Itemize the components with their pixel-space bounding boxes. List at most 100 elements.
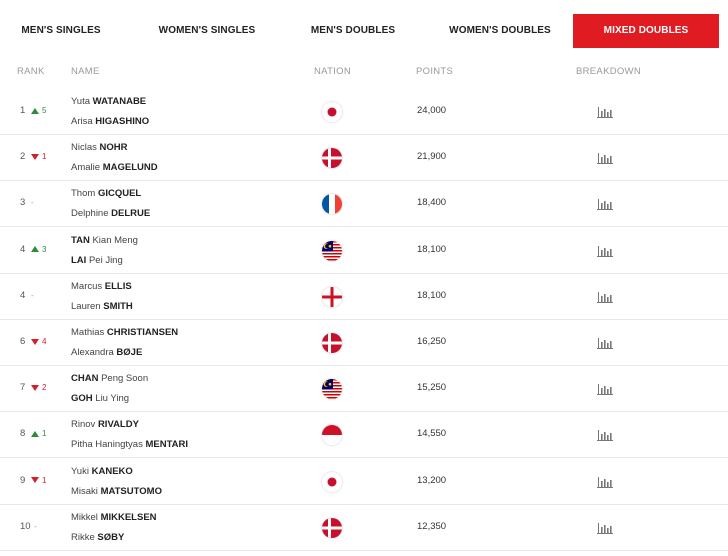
table-row: 8 1 Rinov RIVALDY Pitha Haningtyas MENTARI 1… [0, 412, 728, 459]
table-row: 6 4 Mathias CHRISTIANSEN Alexandra BØJE 16,2… [0, 320, 728, 366]
rank-change-value: 4 [42, 337, 47, 346]
rank-change: 5 [31, 106, 46, 115]
rank-number: 2 [20, 151, 26, 163]
player-name: Amalie MAGELUND [71, 162, 158, 174]
rank-up-icon [31, 246, 39, 253]
table-row: 3- Thom GICQUEL Delphine DELRUE 18,400 [0, 181, 728, 228]
rank-change-value: - [31, 198, 34, 208]
rank-change-value: 1 [42, 152, 47, 162]
header-breakdown: BREAKDOWN [576, 66, 641, 77]
malaysia-flag-icon [322, 240, 342, 261]
rank-change: 1 [31, 152, 46, 161]
breakdown-chart-icon[interactable] [597, 290, 613, 303]
breakdown-chart-icon[interactable] [597, 244, 613, 257]
player-name: Rikke SØBY [71, 531, 125, 543]
header-points: POINTS [416, 66, 454, 77]
denmark-flag-icon [322, 333, 342, 353]
rank-change-value: - [34, 521, 37, 531]
table-row: 4 3 TAN Kian Meng LAI Pei Jing 18,100 [0, 228, 728, 274]
category-tabs: MEN'S SINGLES WOMEN'S SINGLES MEN'S DOUB… [0, 14, 728, 48]
rank-change-value: 1 [42, 429, 47, 439]
rank-change: - [34, 522, 37, 531]
player-name: Mathias CHRISTIANSEN [71, 327, 179, 338]
table-row: 10- Mikkel MIKKELSEN Rikke SØBY 12,350 [0, 505, 728, 551]
player-name: Mikkel MIKKELSEN [71, 511, 157, 523]
rank-change: - [31, 198, 34, 207]
points-value: 13,200 [417, 474, 447, 486]
points-value: 16,250 [417, 336, 447, 347]
points-value: 21,900 [417, 151, 447, 163]
rank-up-icon [31, 430, 39, 437]
player-name: Lauren SMITH [71, 300, 133, 312]
rank-number: 6 [20, 336, 26, 347]
rank-number: 4 [20, 243, 26, 255]
table-row: 7 2 CHAN Peng Soon GOH Liu Ying 15,250 [0, 366, 728, 413]
tab-mens-singles[interactable]: MEN'S SINGLES [21, 25, 101, 36]
player-name: Thom GICQUEL [71, 188, 142, 200]
rank-down-icon [31, 338, 39, 345]
rank-up-icon [31, 107, 39, 114]
rank-change: - [31, 291, 34, 300]
rank-change: 1 [31, 429, 46, 438]
malaysia-flag-icon [322, 379, 342, 400]
header-nation: NATION [314, 66, 351, 77]
points-value: 14,550 [417, 428, 447, 440]
japan-flag-icon [322, 471, 342, 492]
breakdown-chart-icon[interactable] [597, 197, 613, 211]
player-name: Pitha Haningtyas MENTARI [71, 439, 189, 451]
rank-number: 10 [20, 520, 31, 532]
rank-change-value: 1 [42, 475, 47, 485]
breakdown-chart-icon[interactable] [597, 428, 613, 442]
tab-mixed-doubles[interactable]: MIXED DOUBLES [573, 14, 719, 48]
header-name: NAME [71, 66, 100, 77]
points-value: 18,100 [417, 289, 447, 301]
rank-down-icon [31, 153, 39, 160]
breakdown-chart-icon[interactable] [597, 105, 613, 118]
breakdown-chart-icon[interactable] [597, 382, 613, 396]
table-row: 4- Marcus ELLIS Lauren SMITH 18,100 [0, 274, 728, 320]
player-name: Misaki MATSUTOMO [71, 485, 162, 497]
player-name: CHAN Peng Soon [71, 373, 149, 385]
table-row: 1 5 Yuta WATANABE Arisa HIGASHINO 24,000 [0, 89, 728, 135]
rank-change-value: 2 [42, 383, 47, 393]
player-name: Yuta WATANABE [71, 96, 147, 107]
breakdown-chart-icon[interactable] [597, 521, 613, 534]
france-flag-icon [322, 194, 342, 215]
rank-number: 8 [20, 428, 26, 440]
breakdown-chart-icon[interactable] [597, 336, 613, 349]
rank-change-value: 3 [42, 244, 47, 254]
rank-change: 3 [31, 245, 46, 254]
points-value: 15,250 [417, 382, 447, 394]
breakdown-chart-icon[interactable] [597, 475, 613, 488]
player-name: TAN Kian Meng [71, 234, 138, 246]
rank-change-value: - [31, 290, 34, 300]
tab-womens-doubles[interactable]: WOMEN'S DOUBLES [449, 25, 551, 36]
player-name: GOH Liu Ying [71, 393, 130, 405]
england-flag-icon [322, 286, 342, 307]
denmark-flag-icon [322, 148, 342, 169]
table-header: RANK NAME NATION POINTS BREAKDOWN [0, 66, 728, 80]
rank-down-icon [31, 384, 39, 391]
denmark-flag-icon [322, 517, 342, 538]
points-value: 24,000 [417, 105, 447, 116]
rank-number: 3 [20, 197, 26, 209]
tab-mens-doubles[interactable]: MEN'S DOUBLES [310, 25, 396, 36]
indonesia-flag-icon [322, 425, 342, 446]
rank-number: 4 [20, 289, 26, 301]
tab-womens-singles[interactable]: WOMEN'S SINGLES [158, 25, 256, 36]
rank-change: 2 [31, 383, 46, 392]
header-rank: RANK [17, 66, 45, 77]
table-row: 9 1 Yuki KANEKO Misaki MATSUTOMO 13,200 [0, 459, 728, 505]
points-value: 18,100 [417, 243, 447, 255]
breakdown-chart-icon[interactable] [597, 151, 613, 165]
rank-number: 1 [20, 105, 26, 116]
player-name: LAI Pei Jing [71, 254, 123, 266]
rank-number: 7 [20, 382, 26, 394]
player-name: Arisa HIGASHINO [71, 116, 150, 127]
table-row: 2 1 Niclas NOHR Amalie MAGELUND 21,900 [0, 135, 728, 182]
player-name: Alexandra BØJE [71, 347, 143, 358]
rank-change: 4 [31, 337, 46, 346]
points-value: 18,400 [417, 197, 447, 209]
player-name: Marcus ELLIS [71, 280, 132, 292]
rank-change-value: 5 [42, 106, 47, 115]
